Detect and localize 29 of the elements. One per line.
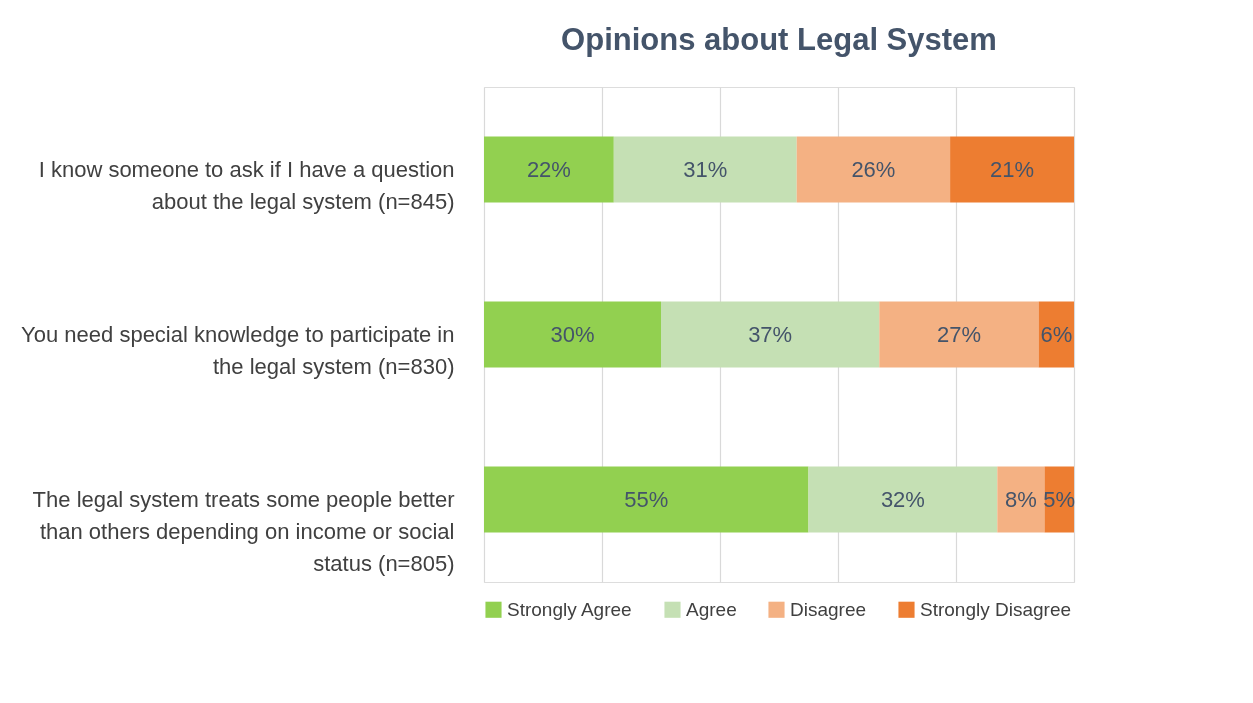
bar — [997, 466, 1045, 533]
data-label: 22% — [526, 156, 571, 182]
bar — [950, 136, 1074, 203]
data-label: 32% — [880, 486, 925, 512]
bar — [484, 136, 614, 203]
data-label: 27% — [936, 321, 981, 347]
legend-label: Disagree — [790, 598, 867, 620]
bar — [484, 466, 809, 533]
legend-label: Strongly Agree — [507, 598, 632, 620]
y-tick-label: The legal system treats some people better than others depending on income or social status (n=805) — [32, 486, 455, 576]
chart-title: Opinions about Legal System — [561, 22, 997, 57]
data-label: 21% — [990, 156, 1035, 182]
y-tick-label: You need special knowledge to participate in the legal system (n=830) — [21, 321, 455, 379]
data-label: 30% — [550, 321, 595, 347]
data-label: 31% — [683, 156, 728, 182]
data-label: 6% — [1040, 321, 1073, 347]
legend-label: Strongly Disagree — [920, 598, 1072, 620]
bar — [484, 301, 661, 368]
bar — [808, 466, 998, 533]
bar — [661, 301, 880, 368]
legend-label: Agree — [686, 598, 737, 620]
data-label: 55% — [624, 486, 669, 512]
data-label: 8% — [1005, 486, 1037, 512]
data-label: 37% — [748, 321, 793, 347]
y-tick-label: I know someone to ask if I have a question about the legal system (n=845) — [38, 156, 455, 214]
bar — [613, 136, 797, 203]
bar — [879, 301, 1039, 368]
bar — [796, 136, 951, 203]
data-label: 26% — [851, 156, 896, 182]
